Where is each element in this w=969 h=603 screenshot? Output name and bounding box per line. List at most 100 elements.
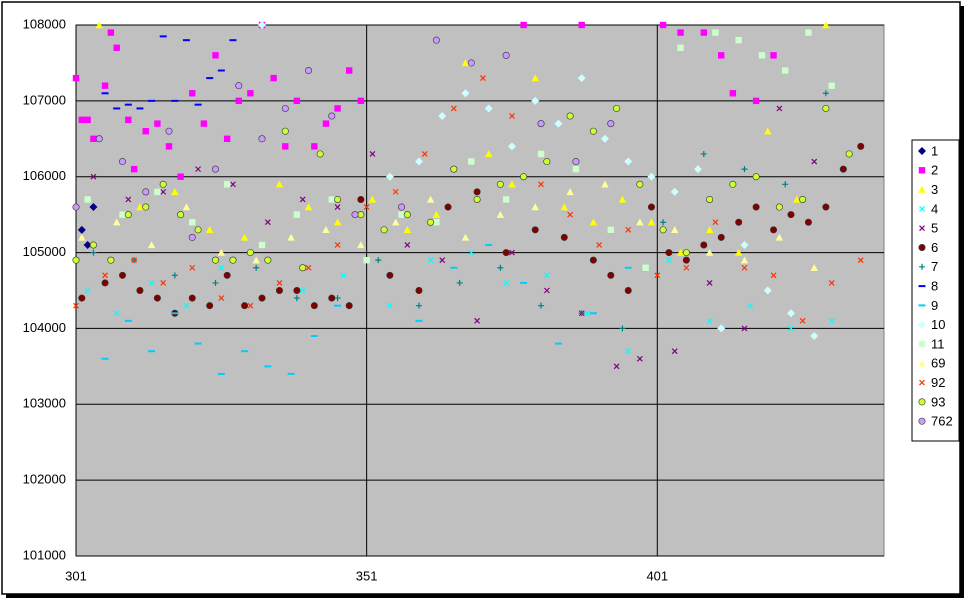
point bbox=[607, 226, 614, 234]
legend-marker bbox=[918, 147, 926, 155]
point bbox=[124, 211, 132, 219]
point bbox=[160, 188, 167, 195]
point bbox=[671, 348, 678, 355]
point bbox=[619, 325, 626, 332]
point bbox=[154, 120, 161, 127]
x-tick-label: 351 bbox=[356, 568, 378, 583]
point bbox=[142, 203, 150, 211]
point bbox=[357, 211, 365, 219]
point bbox=[287, 233, 295, 241]
point bbox=[427, 218, 435, 226]
point bbox=[461, 233, 470, 241]
point bbox=[223, 135, 231, 142]
point bbox=[258, 21, 267, 29]
point bbox=[90, 249, 97, 256]
point bbox=[392, 188, 399, 195]
legend-label: 1 bbox=[931, 143, 938, 158]
point bbox=[212, 256, 220, 264]
point bbox=[786, 309, 795, 318]
point bbox=[770, 272, 777, 279]
point bbox=[142, 188, 150, 196]
point bbox=[706, 317, 713, 324]
point bbox=[735, 36, 742, 44]
point bbox=[467, 59, 475, 67]
point bbox=[153, 294, 161, 302]
legend-marker bbox=[918, 340, 926, 348]
point bbox=[788, 325, 794, 332]
point bbox=[432, 36, 440, 44]
point bbox=[78, 116, 86, 124]
point bbox=[305, 264, 312, 271]
point bbox=[647, 172, 656, 181]
point bbox=[299, 196, 306, 203]
point bbox=[764, 127, 772, 135]
point bbox=[642, 264, 649, 271]
point bbox=[450, 165, 458, 173]
point bbox=[438, 112, 447, 121]
point bbox=[322, 226, 330, 234]
point bbox=[538, 302, 545, 309]
point bbox=[659, 21, 667, 29]
point bbox=[712, 29, 719, 36]
point bbox=[700, 29, 707, 36]
point bbox=[299, 264, 307, 272]
point bbox=[90, 135, 97, 142]
point bbox=[660, 219, 667, 226]
point bbox=[276, 279, 283, 286]
point bbox=[613, 363, 620, 370]
point bbox=[503, 279, 510, 286]
point bbox=[125, 196, 132, 203]
point bbox=[461, 59, 470, 67]
point bbox=[165, 143, 173, 150]
point bbox=[212, 279, 219, 286]
point bbox=[258, 241, 266, 249]
point bbox=[403, 226, 412, 234]
point bbox=[693, 165, 702, 174]
point bbox=[113, 310, 120, 317]
point bbox=[89, 241, 97, 249]
point bbox=[822, 90, 829, 97]
point bbox=[311, 143, 318, 150]
point bbox=[683, 264, 690, 271]
point bbox=[461, 89, 470, 98]
point bbox=[577, 74, 586, 83]
point bbox=[258, 294, 266, 302]
point bbox=[670, 187, 679, 196]
point bbox=[776, 105, 783, 112]
point bbox=[107, 256, 115, 264]
point bbox=[839, 165, 847, 173]
point bbox=[787, 211, 795, 219]
point bbox=[171, 272, 178, 279]
point bbox=[194, 226, 202, 234]
point bbox=[572, 165, 580, 173]
point bbox=[636, 218, 644, 226]
point bbox=[468, 158, 475, 165]
point bbox=[665, 257, 672, 264]
point bbox=[188, 294, 196, 302]
point bbox=[159, 180, 167, 188]
point bbox=[497, 264, 504, 271]
point bbox=[264, 219, 271, 226]
legend-label: 93 bbox=[931, 394, 945, 409]
point bbox=[496, 210, 505, 218]
legend-label: 10 bbox=[931, 317, 945, 332]
point bbox=[682, 249, 690, 257]
legend-label: 11 bbox=[931, 336, 945, 351]
legend-label: 2 bbox=[931, 163, 938, 178]
point bbox=[758, 52, 766, 59]
point bbox=[189, 264, 196, 271]
point bbox=[165, 127, 173, 135]
point bbox=[752, 97, 760, 105]
point bbox=[770, 226, 778, 234]
point bbox=[473, 195, 481, 203]
point bbox=[95, 135, 103, 143]
point bbox=[160, 279, 167, 286]
point bbox=[90, 173, 97, 180]
point bbox=[334, 204, 341, 210]
point bbox=[275, 286, 283, 294]
point bbox=[484, 104, 493, 113]
point bbox=[554, 119, 563, 128]
point bbox=[107, 29, 115, 36]
point bbox=[560, 233, 568, 241]
point bbox=[496, 180, 504, 188]
